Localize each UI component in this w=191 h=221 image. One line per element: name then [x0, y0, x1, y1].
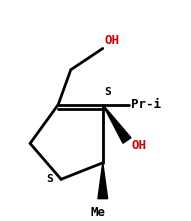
Text: Pr-i: Pr-i: [131, 98, 161, 111]
Polygon shape: [98, 163, 108, 199]
Text: OH: OH: [132, 139, 147, 152]
Text: S: S: [46, 174, 53, 184]
Text: Me: Me: [90, 206, 105, 219]
Text: S: S: [105, 87, 112, 97]
Text: OH: OH: [105, 34, 120, 46]
Polygon shape: [103, 105, 131, 143]
